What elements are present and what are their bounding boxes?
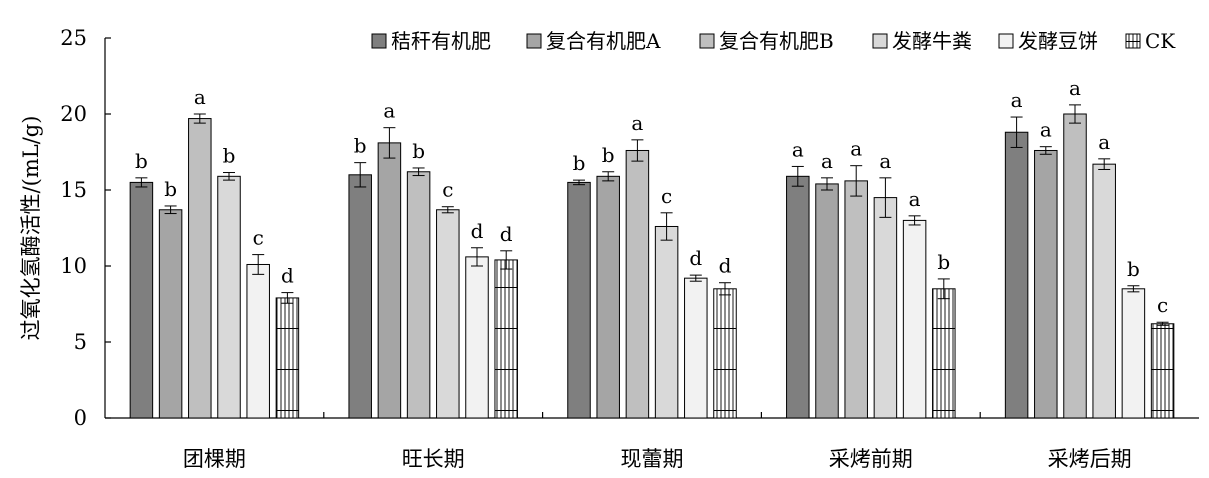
significance-letter: b: [1127, 257, 1140, 281]
significance-letter: a: [1098, 130, 1110, 154]
significance-letter: b: [602, 143, 615, 167]
bar: [713, 288, 737, 419]
legend-label: 发酵豆饼: [1018, 29, 1098, 53]
bar: [786, 175, 810, 419]
bar: [217, 175, 241, 419]
legend-swatch: [371, 33, 387, 49]
bar: [348, 174, 372, 419]
bar: [1092, 163, 1116, 419]
significance-letter: c: [661, 184, 672, 208]
bar: [129, 181, 154, 419]
significance-letter: a: [383, 99, 395, 123]
significance-letter: b: [223, 144, 236, 168]
significance-letter: b: [937, 250, 950, 274]
significance-letter: d: [471, 219, 484, 243]
y-tick-label: 25: [60, 26, 87, 50]
bar: [1150, 323, 1175, 419]
y-axis-label: 过氧化氢酶活性/(mL/g): [19, 116, 43, 341]
x-tick-label: 采烤后期: [1048, 447, 1132, 471]
significance-letter: d: [281, 264, 294, 288]
significance-letter: a: [792, 137, 804, 161]
bar: [1063, 113, 1087, 419]
y-tick-label: 15: [60, 178, 87, 202]
significance-letter: d: [719, 254, 732, 278]
bar: [188, 118, 212, 419]
legend-label: 发酵牛粪: [892, 29, 972, 53]
bar: [873, 197, 898, 419]
legend-label: CK: [1145, 29, 1176, 53]
significance-letter: c: [1157, 293, 1168, 317]
significance-letter: b: [412, 139, 425, 163]
y-tick-label: 10: [60, 254, 87, 278]
bar: [596, 175, 620, 419]
significance-letter: a: [631, 111, 643, 135]
bar: [377, 142, 402, 419]
y-tick-label: 5: [74, 330, 87, 354]
significance-letter: a: [1040, 118, 1052, 142]
bar: [815, 183, 839, 419]
bar: [275, 297, 300, 419]
significance-letter: a: [821, 149, 833, 173]
bar: [932, 288, 956, 419]
legend-swatch: [699, 33, 715, 49]
legend-swatch: [1125, 33, 1141, 49]
significance-letter: b: [135, 149, 148, 173]
significance-letter: d: [500, 222, 513, 246]
bar: [158, 209, 183, 419]
significance-letter: b: [354, 134, 367, 158]
y-tick-label: 20: [60, 102, 87, 126]
legend-label: 复合有机肥B: [719, 29, 834, 53]
significance-letter: d: [689, 246, 702, 270]
significance-letter: b: [164, 177, 177, 201]
bar: [1004, 131, 1029, 419]
bar: [844, 180, 868, 419]
significance-letter: a: [850, 137, 862, 161]
significance-letter: a: [194, 85, 206, 109]
significance-letter: c: [442, 178, 453, 202]
bar: [406, 171, 431, 419]
bar: [465, 256, 489, 419]
bar: [436, 209, 460, 419]
bar: [1121, 288, 1146, 419]
y-tick-label: 0: [74, 406, 87, 430]
x-tick-label: 采烤前期: [829, 447, 913, 471]
significance-letter: b: [573, 151, 586, 175]
significance-letter: c: [253, 226, 264, 250]
legend: 秸秆有机肥 复合有机肥A 复合有机肥B 发酵牛粪 发酵豆饼 CK: [371, 29, 1176, 53]
bar: [902, 219, 927, 419]
significance-letter: a: [1069, 76, 1081, 100]
x-tick-label: 团棵期: [183, 447, 246, 471]
bar: [625, 149, 650, 419]
legend-label: 复合有机肥A: [546, 29, 661, 53]
legend-swatch: [998, 33, 1014, 49]
significance-letter: a: [879, 149, 891, 173]
bar: [567, 181, 591, 419]
bar: [494, 259, 518, 419]
significance-letter: a: [909, 187, 921, 211]
legend-swatch: [872, 33, 888, 49]
legend-label: 秸秆有机肥: [391, 29, 491, 53]
bar: [246, 263, 270, 419]
legend-swatch: [526, 33, 542, 49]
x-tick-label: 现蕾期: [621, 447, 684, 471]
bar: [654, 225, 679, 419]
bar: [684, 277, 708, 419]
bar: [1034, 149, 1058, 419]
x-tick-label: 旺长期: [402, 447, 465, 471]
significance-letter: a: [1011, 88, 1023, 112]
